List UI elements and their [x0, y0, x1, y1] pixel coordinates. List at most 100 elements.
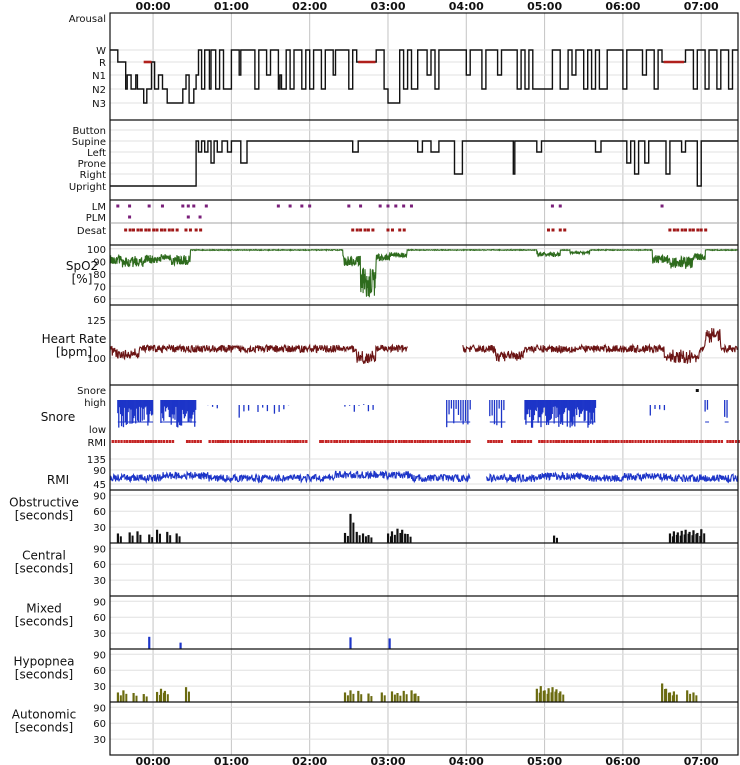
panel-unit-hypopnea: [seconds]	[15, 668, 73, 682]
rmi-event-marker	[252, 440, 255, 443]
rmi-event-marker	[111, 440, 114, 443]
panel-unit-spo2: [%]	[72, 272, 93, 286]
position-level-label: Right	[80, 170, 106, 181]
panel-unit-central: [seconds]	[15, 562, 73, 576]
hypopnea-bar	[551, 687, 554, 702]
event-marker	[550, 204, 554, 208]
rmi-event-marker	[648, 440, 652, 443]
event-marker	[186, 204, 190, 208]
rmi-event-marker	[576, 440, 579, 443]
rmi-event-marker	[637, 440, 640, 443]
rmi-event-marker	[271, 440, 274, 443]
rmi-event-marker	[141, 440, 145, 443]
hypopnea-bar	[402, 690, 405, 702]
rmi-event-marker	[333, 440, 336, 443]
obstructive-bar	[349, 513, 352, 543]
rmi-event-marker	[543, 440, 546, 443]
rmi-event-marker	[157, 440, 160, 443]
rmi-event-marker	[144, 440, 148, 443]
central-tick-label: 90	[93, 544, 106, 555]
event-marker	[155, 228, 159, 232]
rmi-event-marker	[416, 440, 419, 443]
obstructive-bar	[399, 532, 402, 543]
rmi-event-marker	[360, 440, 363, 443]
rmi-event-marker	[565, 440, 569, 443]
hypopnea-bar	[692, 692, 695, 702]
central-tick-label: 30	[93, 576, 106, 587]
rmi-event-marker	[626, 440, 629, 443]
event-marker	[163, 228, 167, 232]
event-marker	[704, 228, 708, 232]
event-marker	[699, 228, 703, 232]
rmi-event-marker	[581, 440, 584, 443]
obstructive-bar	[552, 535, 556, 543]
rmi-event-marker	[549, 440, 552, 443]
obstructive-bar	[370, 537, 373, 543]
snore-label: Snore	[77, 386, 106, 397]
rmi-event-marker	[432, 440, 435, 443]
rmi-event-marker	[400, 440, 403, 443]
rmi-event-marker	[136, 440, 140, 443]
heart-rate-tick-label: 125	[87, 316, 106, 327]
obstructive-bar	[390, 531, 394, 543]
rmi-tick-label: 135	[87, 455, 106, 466]
rmi-event-marker	[327, 440, 330, 443]
hypnogram-level-label: N3	[92, 99, 106, 110]
rmi-event-marker	[152, 440, 155, 443]
rmi-event-marker	[639, 440, 643, 443]
rmi-event-marker	[465, 440, 469, 443]
event-marker	[184, 228, 188, 232]
event-marker	[563, 228, 567, 232]
rmi-event-marker	[540, 440, 544, 443]
panel-title-rmi: RMI	[47, 473, 69, 487]
time-tick-label-top: 07:00	[684, 0, 719, 13]
rmi-event-marker	[495, 440, 498, 443]
rmi-event-marker	[224, 440, 227, 443]
rmi-event-marker	[338, 440, 342, 443]
obstructive-bar	[361, 533, 365, 543]
time-tick-label-bottom: 02:00	[292, 755, 327, 765]
event-marker	[386, 228, 390, 232]
rmi-event-marker	[163, 440, 166, 443]
mixed-tick-label: 90	[93, 597, 106, 608]
grid-layer	[110, 13, 738, 755]
obstructive-bar	[151, 537, 154, 543]
rmi-event-marker	[500, 440, 503, 443]
hypopnea-bar	[343, 692, 347, 702]
event-marker	[160, 204, 164, 208]
hypopnea-bar	[417, 696, 420, 702]
rmi-event-marker	[709, 440, 712, 443]
event-marker	[167, 228, 171, 232]
rmi-event-marker	[524, 440, 527, 443]
rmi-event-marker	[283, 440, 286, 443]
obstructive-tick-label: 90	[93, 491, 106, 502]
event-marker	[347, 204, 351, 208]
panel-title-snore: Snore	[41, 410, 76, 424]
time-tick-label-bottom: 05:00	[527, 755, 562, 765]
obstructive-bar	[139, 534, 142, 543]
rmi-event-marker	[154, 440, 158, 443]
panel-unit-mixed: [seconds]	[15, 615, 73, 629]
obstructive-bar	[119, 536, 122, 543]
mixed-tick-label: 60	[93, 613, 106, 624]
hypopnea-bar	[539, 686, 542, 702]
rmi-event-marker	[128, 440, 132, 443]
rmi-event-marker	[586, 440, 590, 443]
obstructive-bar	[692, 530, 695, 543]
event-marker	[386, 204, 390, 208]
hypopnea-bar	[370, 696, 373, 702]
event-row-label: PLM	[86, 213, 106, 224]
rmi-event-marker	[685, 440, 688, 443]
label-layer: 00:00 00:00 01:00 01:00 02:00 02:00 03:00 03:00…	[9, 0, 719, 765]
panel-unit-obstructive: [seconds]	[15, 509, 73, 523]
hypopnea-bar	[145, 696, 148, 702]
rmi-event-marker	[570, 440, 574, 443]
hypopnea-bar	[357, 690, 360, 702]
rmi-event-marker	[457, 440, 460, 443]
obstructive-bar	[393, 534, 396, 543]
rmi-event-marker	[394, 440, 398, 443]
time-tick-label-bottom: 06:00	[605, 755, 640, 765]
rmi-event-marker	[527, 440, 530, 443]
obstructive-bar	[555, 537, 558, 543]
rmi-event-marker	[617, 440, 620, 443]
